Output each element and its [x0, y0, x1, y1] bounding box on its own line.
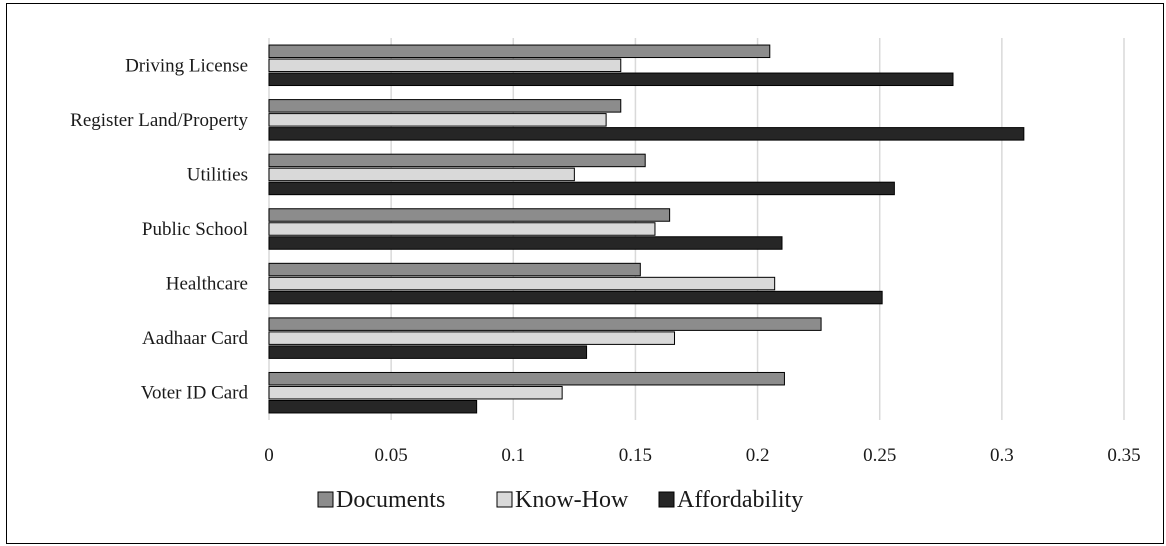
bar-affordability	[268, 72, 954, 87]
bar-know-how	[268, 167, 575, 182]
legend-swatch	[496, 491, 513, 508]
x-tick-label: 0.3	[990, 445, 1014, 466]
category-label: Utilities	[187, 164, 248, 185]
bar-affordability	[268, 290, 883, 305]
category-label: Register Land/Property	[70, 110, 248, 131]
bar-know-how	[268, 222, 656, 236]
legend-label: Know-How	[515, 487, 629, 513]
bar-documents	[268, 44, 771, 59]
x-tick-label: 0.35	[1107, 445, 1140, 466]
category-label: Public School	[142, 219, 248, 240]
x-tick-label: 0.05	[375, 445, 408, 466]
x-tick-label: 0.25	[863, 445, 896, 466]
bar-documents	[268, 317, 822, 331]
x-tick-label: 0.15	[619, 445, 652, 466]
bar-know-how	[268, 58, 622, 73]
bar-affordability	[268, 127, 1025, 141]
bar-documents	[268, 208, 671, 222]
category-label: Aadhaar Card	[142, 328, 249, 349]
bar-know-how	[268, 276, 776, 291]
bar-documents	[268, 371, 785, 386]
bar-documents	[268, 99, 622, 113]
legend-label: Affordability	[677, 487, 803, 513]
category-label: Voter ID Card	[141, 383, 249, 404]
x-tick-label: 0.2	[746, 445, 770, 466]
bar-affordability	[268, 345, 588, 359]
category-label: Healthcare	[166, 274, 248, 295]
bar-affordability	[268, 399, 478, 414]
x-tick-label: 0	[264, 445, 274, 466]
bar-documents	[268, 262, 641, 277]
legend-swatch	[658, 491, 675, 508]
legend-swatch	[317, 491, 334, 508]
legend-label: Documents	[336, 487, 445, 513]
bar-know-how	[268, 113, 607, 127]
bar-affordability	[268, 236, 783, 250]
bar-affordability	[268, 181, 895, 196]
category-label: Driving License	[125, 55, 248, 76]
x-tick-label: 0.1	[501, 445, 525, 466]
bar-know-how	[268, 385, 563, 400]
bar-know-how	[268, 331, 676, 345]
bar-documents	[268, 153, 646, 168]
